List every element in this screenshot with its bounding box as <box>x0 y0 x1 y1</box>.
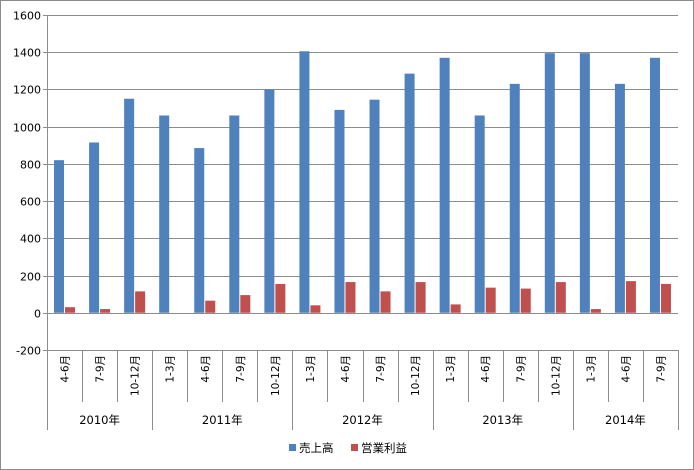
x-tick-label: 1-3月 <box>165 355 177 383</box>
bar-sales <box>264 89 275 313</box>
bar-operating-profit <box>240 295 251 313</box>
bar-operating-profit <box>450 304 461 313</box>
y-tick-label: 200 <box>20 271 41 284</box>
bar-operating-profit <box>100 309 111 313</box>
x-tick-label: 4-6月 <box>480 355 492 383</box>
y-tick-label: 1200 <box>13 84 41 97</box>
bar-sales <box>229 115 240 313</box>
x-tick-label: 10-12月 <box>550 355 562 396</box>
y-tick-label: 1400 <box>13 47 41 60</box>
bar-operating-profit <box>625 281 636 313</box>
y-tick-label: 0 <box>34 308 41 321</box>
legend-swatch <box>289 444 296 451</box>
bar-operating-profit <box>590 309 601 313</box>
x-tick-label: 10-12月 <box>410 355 422 396</box>
bar-operating-profit <box>310 305 321 313</box>
y-tick-label: 1600 <box>13 10 41 23</box>
bar-sales <box>614 83 625 313</box>
bar-operating-profit <box>65 307 76 313</box>
bar-sales <box>194 148 205 313</box>
bar-sales <box>474 115 485 313</box>
bar-sales <box>649 57 660 313</box>
bar-sales <box>54 160 65 313</box>
x-tick-label: 7-9月 <box>655 355 667 383</box>
year-group-label: 2012年 <box>342 413 383 427</box>
x-tick-label: 10-12月 <box>130 355 142 396</box>
legend: 売上高 営業利益 <box>289 441 407 455</box>
y-axis: -200 0 200 400 600 800 1000 1200 1400 1600 <box>13 10 48 358</box>
year-group-label: 2013年 <box>482 413 523 427</box>
bar-operating-profit <box>205 300 216 313</box>
y-tick-label: -200 <box>16 345 41 358</box>
bar-operating-profit <box>275 283 286 313</box>
y-tick-label: 1000 <box>13 122 41 135</box>
x-tick-label: 7-9月 <box>235 355 247 383</box>
bar-sales <box>509 83 520 313</box>
year-group-label: 2014年 <box>605 413 646 427</box>
x-tick-label: 10-12月 <box>270 355 282 396</box>
y-tick-label: 600 <box>20 196 41 209</box>
year-group-label: 2011年 <box>202 413 243 427</box>
bar-sales <box>544 53 555 313</box>
bar-operating-profit <box>485 287 496 313</box>
x-axis: 4-6月 7-9月 10-12月 1-3月 4-6月 7-9月 10-12月 1-3月 4-6月… <box>47 350 679 430</box>
bar-sales <box>334 109 345 313</box>
legend-label: 営業利益 <box>361 441 407 455</box>
bar-operating-profit <box>660 283 671 313</box>
x-tick-label: 4-6月 <box>620 355 632 383</box>
bar-sales <box>89 142 100 313</box>
bar-sales <box>299 51 310 313</box>
bar-operating-profit <box>135 291 146 313</box>
bar-sales <box>369 99 380 313</box>
y-tick-label: 400 <box>20 233 41 246</box>
x-tick-label: 7-9月 <box>375 355 387 383</box>
bar-sales <box>124 98 135 313</box>
x-tick-label: 4-6月 <box>200 355 212 383</box>
bar-operating-profit <box>380 291 391 313</box>
bar-operating-profit <box>345 282 356 313</box>
bar-sales <box>404 73 415 313</box>
bars <box>54 51 671 313</box>
bar-operating-profit <box>415 282 426 313</box>
legend-label: 売上高 <box>299 441 334 455</box>
bar-operating-profit <box>520 288 531 313</box>
bar-sales <box>439 57 450 313</box>
x-tick-label: 1-3月 <box>305 355 317 383</box>
bar-operating-profit <box>555 282 566 313</box>
bar-sales <box>579 53 590 313</box>
y-tick-label: 800 <box>20 159 41 172</box>
legend-swatch <box>351 444 358 451</box>
x-tick-label: 1-3月 <box>445 355 457 383</box>
year-group-label: 2010年 <box>79 413 120 427</box>
bar-sales <box>159 115 170 313</box>
x-tick-label: 7-9月 <box>95 355 107 383</box>
x-tick-label: 4-6月 <box>340 355 352 383</box>
x-tick-label: 4-6月 <box>60 355 72 383</box>
x-tick-label: 1-3月 <box>585 355 597 383</box>
x-tick-label: 7-9月 <box>515 355 527 383</box>
